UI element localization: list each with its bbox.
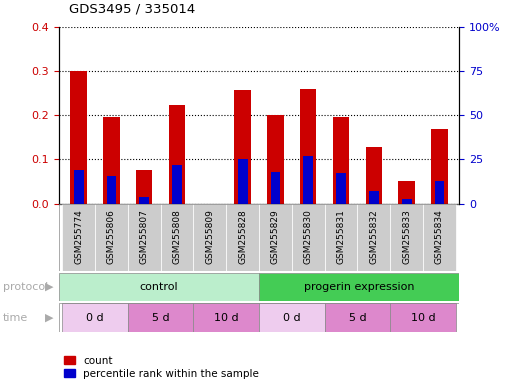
Bar <box>259 273 459 301</box>
Bar <box>128 303 193 332</box>
Text: control: control <box>140 282 179 292</box>
Text: GSM255829: GSM255829 <box>271 209 280 264</box>
Bar <box>128 204 161 271</box>
Bar <box>140 197 149 204</box>
Text: 5 d: 5 d <box>152 313 169 323</box>
Bar <box>136 170 152 204</box>
Bar <box>161 204 193 271</box>
Text: ▶: ▶ <box>45 313 54 323</box>
Text: GDS3495 / 335014: GDS3495 / 335014 <box>69 2 195 15</box>
Bar <box>238 159 248 204</box>
Bar <box>333 118 349 204</box>
Text: 5 d: 5 d <box>349 313 366 323</box>
Bar <box>107 176 116 204</box>
Text: 0 d: 0 d <box>86 313 104 323</box>
Bar <box>358 204 390 271</box>
Bar <box>325 204 358 271</box>
Text: GSM255808: GSM255808 <box>172 209 182 264</box>
Text: time: time <box>3 313 28 323</box>
Bar <box>259 303 325 332</box>
Bar <box>193 204 226 271</box>
Bar <box>325 303 390 332</box>
Bar <box>399 182 415 204</box>
Text: progerin expression: progerin expression <box>304 282 415 292</box>
Bar <box>390 204 423 271</box>
Bar <box>193 303 259 332</box>
Bar <box>226 204 259 271</box>
Text: 10 d: 10 d <box>411 313 436 323</box>
Text: GSM255831: GSM255831 <box>337 209 346 264</box>
Text: 0 d: 0 d <box>283 313 301 323</box>
Text: GSM255833: GSM255833 <box>402 209 411 264</box>
Bar <box>234 89 251 204</box>
Legend: count, percentile rank within the sample: count, percentile rank within the sample <box>64 356 259 379</box>
Bar <box>435 182 444 204</box>
Text: 10 d: 10 d <box>214 313 239 323</box>
Bar <box>336 173 346 204</box>
Text: GSM255828: GSM255828 <box>238 209 247 264</box>
Text: GSM255832: GSM255832 <box>369 209 379 264</box>
Bar <box>95 204 128 271</box>
Text: ▶: ▶ <box>45 282 54 292</box>
Bar <box>172 165 182 204</box>
Bar <box>292 204 325 271</box>
Text: GSM255834: GSM255834 <box>435 209 444 264</box>
Bar <box>267 115 284 204</box>
Text: GSM255807: GSM255807 <box>140 209 149 264</box>
Bar <box>366 147 382 204</box>
Bar <box>303 156 313 204</box>
Bar <box>62 204 95 271</box>
Bar <box>169 106 185 204</box>
Bar <box>369 191 379 204</box>
Bar <box>402 199 411 204</box>
Bar <box>103 118 120 204</box>
Text: GSM255809: GSM255809 <box>205 209 214 264</box>
Bar <box>431 129 448 204</box>
Bar <box>70 71 87 204</box>
Text: protocol: protocol <box>3 282 48 292</box>
Bar <box>390 303 456 332</box>
Bar <box>300 89 317 204</box>
Bar <box>270 172 281 204</box>
Text: GSM255830: GSM255830 <box>304 209 313 264</box>
Bar <box>423 204 456 271</box>
Bar <box>259 204 292 271</box>
Text: GSM255774: GSM255774 <box>74 209 83 264</box>
Bar <box>62 303 128 332</box>
Bar <box>74 170 84 204</box>
Bar <box>59 273 259 301</box>
Text: GSM255806: GSM255806 <box>107 209 116 264</box>
